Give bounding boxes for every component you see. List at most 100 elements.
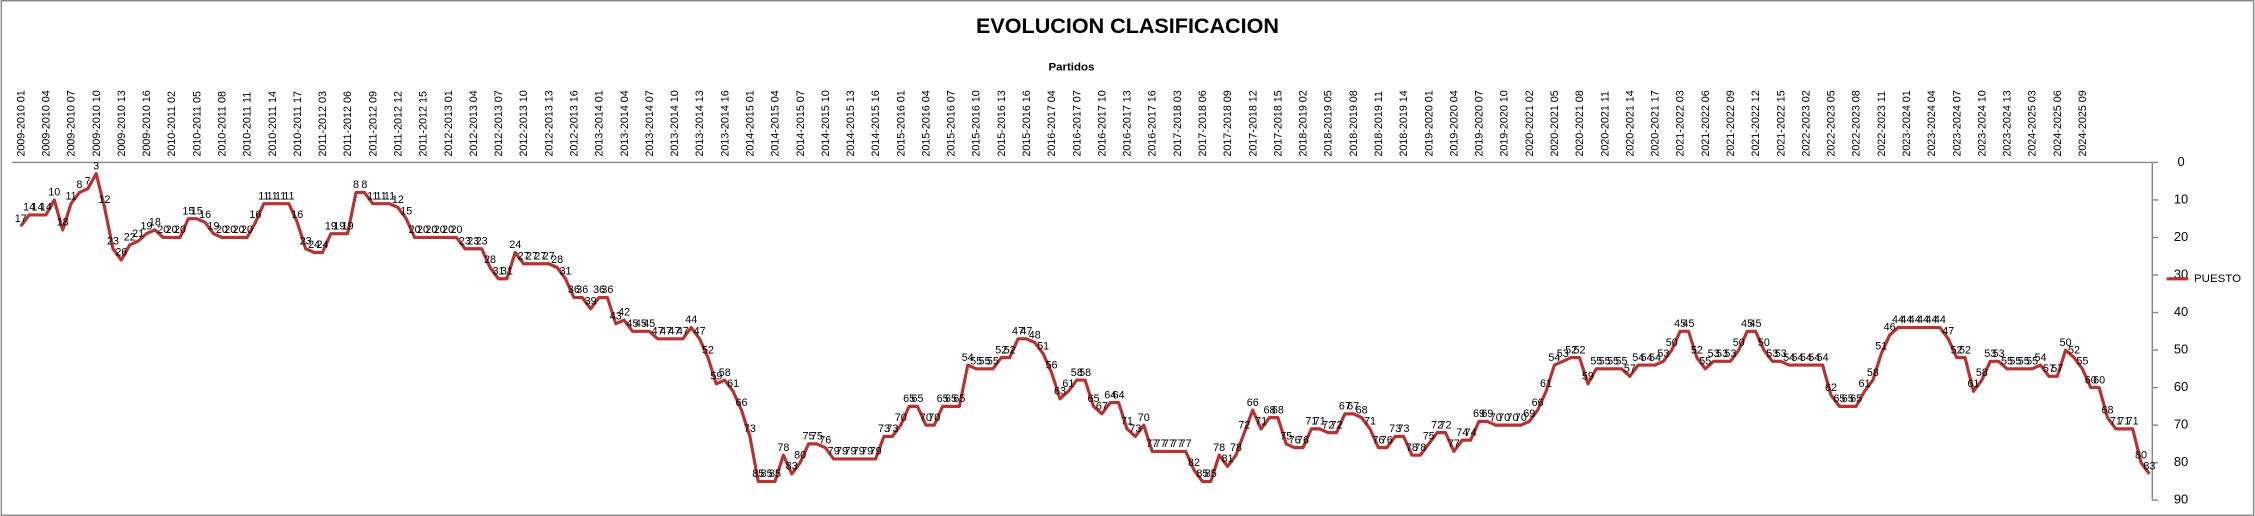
- data-label: 69: [1523, 408, 1535, 420]
- data-label: 70: [1490, 412, 1502, 424]
- data-label: 60: [2085, 374, 2097, 386]
- data-label: 55: [2001, 356, 2013, 368]
- x-tick-label: 2016-2017 16: [1147, 90, 1159, 156]
- data-label: 57: [2043, 363, 2055, 375]
- data-label: 71: [2110, 416, 2122, 428]
- data-label: 77: [1146, 438, 1158, 450]
- data-label: 73: [886, 423, 898, 435]
- x-tick-label: 2021-2022 15: [1775, 90, 1787, 156]
- data-label: 71: [1255, 416, 1267, 428]
- data-label: 16: [249, 209, 261, 221]
- data-label: 53: [1724, 348, 1736, 360]
- data-label: 66: [1247, 397, 1259, 409]
- x-tick-label: 2024-2025 03: [2027, 90, 2039, 156]
- data-label: 55: [2018, 356, 2030, 368]
- data-label: 63: [1054, 386, 1066, 398]
- y-tick-label: 20: [2174, 229, 2188, 244]
- data-label: 27: [534, 250, 546, 262]
- x-tick-label: 2019-2020 07: [1474, 90, 1486, 156]
- data-label: 44: [1934, 314, 1946, 326]
- data-label: 21: [132, 228, 144, 240]
- data-label: 70: [1138, 412, 1150, 424]
- x-tick-label: 2012-2013 07: [493, 90, 505, 156]
- data-label: 47: [668, 325, 680, 337]
- data-label: 52: [702, 344, 714, 356]
- y-tick-label: 60: [2174, 379, 2188, 394]
- x-tick-label: 2019-2020 01: [1423, 90, 1435, 156]
- data-label: 67: [1339, 401, 1351, 413]
- data-label: 76: [1372, 434, 1384, 446]
- data-label: 71: [1314, 416, 1326, 428]
- x-tick-label: 2023-2024 13: [2002, 90, 2014, 156]
- x-tick-label: 2014-2015 16: [870, 90, 882, 156]
- data-label: 85: [761, 468, 773, 480]
- data-label: 12: [99, 194, 111, 206]
- data-label: 78: [1414, 442, 1426, 454]
- x-tick-label: 2016-2017 04: [1046, 90, 1058, 156]
- data-label: 20: [425, 224, 437, 236]
- y-tick-label: 80: [2174, 454, 2188, 469]
- data-label: 31: [560, 265, 572, 277]
- data-label: 19: [208, 220, 220, 232]
- x-tick-label: 2014-2015 04: [770, 90, 782, 156]
- data-label: 68: [1272, 404, 1284, 416]
- data-label: 76: [1381, 434, 1393, 446]
- data-label: 70: [920, 412, 932, 424]
- data-label: 65: [937, 393, 949, 405]
- data-label: 24: [509, 239, 521, 251]
- x-tick-label: 2018-2019 11: [1373, 91, 1385, 157]
- data-label: 85: [752, 468, 764, 480]
- data-label: 55: [987, 356, 999, 368]
- x-tick-label: 2022-2023 05: [1826, 90, 1838, 156]
- data-label: 77: [1171, 438, 1183, 450]
- data-label: 74: [1456, 427, 1468, 439]
- data-label: 78: [777, 442, 789, 454]
- data-label: 18: [149, 217, 161, 229]
- data-label: 74: [1465, 427, 1477, 439]
- data-label: 3: [93, 160, 99, 172]
- x-tick-label: 2016-2017 13: [1122, 90, 1134, 156]
- data-label: 50: [1758, 337, 1770, 349]
- data-label: 20: [216, 224, 228, 236]
- data-label: 54: [1791, 352, 1803, 364]
- data-label: 77: [1163, 438, 1175, 450]
- x-tick-label: 2018-2019 08: [1348, 90, 1360, 156]
- x-axis-label: Partidos: [1048, 61, 1094, 73]
- data-label: 45: [1741, 318, 1753, 330]
- data-label: 73: [1389, 423, 1401, 435]
- x-tick-label: 2013-2014 10: [669, 90, 681, 156]
- data-label: 45: [627, 318, 639, 330]
- data-label: 20: [442, 224, 454, 236]
- data-label: 31: [492, 265, 504, 277]
- data-label: 78: [1230, 442, 1242, 454]
- data-label: 16: [291, 209, 303, 221]
- data-label: 19: [325, 220, 337, 232]
- data-label: 57: [2051, 363, 2063, 375]
- data-label: 79: [870, 446, 882, 458]
- data-label: 23: [107, 235, 119, 247]
- data-label: 67: [1096, 401, 1108, 413]
- x-tick-label: 2015-2016 01: [895, 90, 907, 156]
- data-label: 36: [568, 284, 580, 296]
- chart-title: EVOLUCION CLASIFICACION: [976, 13, 1279, 38]
- data-label: 76: [819, 434, 831, 446]
- data-label: 58: [1976, 367, 1988, 379]
- data-label: 52: [1951, 344, 1963, 356]
- x-tick-label: 2021-2022 06: [1700, 90, 1712, 156]
- data-label: 58: [719, 367, 731, 379]
- data-label: 19: [333, 220, 345, 232]
- data-label: 52: [1574, 344, 1586, 356]
- data-label: 68: [2102, 404, 2114, 416]
- data-label: 79: [853, 446, 865, 458]
- data-label: 52: [995, 344, 1007, 356]
- x-tick-label: 2020-2021 05: [1549, 90, 1561, 156]
- data-label: 75: [1423, 431, 1435, 443]
- data-label: 16: [199, 209, 211, 221]
- x-tick-label: 2012-2013 10: [518, 90, 530, 156]
- x-tick-label: 2017-2018 12: [1247, 90, 1259, 156]
- x-tick-label: 2013-2014 01: [594, 90, 606, 156]
- data-label: 47: [1942, 325, 1954, 337]
- data-label: 71: [2118, 416, 2130, 428]
- x-tick-label: 2014-2015 07: [795, 90, 807, 156]
- data-label: 52: [1004, 344, 1016, 356]
